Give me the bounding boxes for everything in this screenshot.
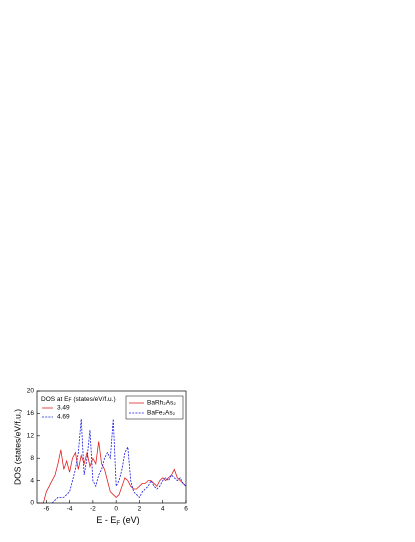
x-tick-label: 2 — [138, 506, 142, 513]
inset-sub: F — [68, 398, 71, 404]
series-line — [40, 441, 187, 504]
x-tick-label: -4 — [67, 506, 73, 513]
inset-title: DOS at EF (states/eV/f.u.) — [41, 396, 116, 404]
y-tick-label: 20 — [27, 388, 35, 395]
inset-value: 3.49 — [57, 405, 70, 412]
y-tick-label: 12 — [27, 433, 35, 440]
y-tick-label: 4 — [30, 477, 34, 484]
x-tick-label: 0 — [114, 506, 118, 513]
x-tick-label: 6 — [184, 506, 188, 513]
x-axis-label: E - EF (eV) — [96, 515, 139, 526]
y-tick-label: 0 — [30, 500, 34, 507]
x-tick-label: -2 — [90, 506, 96, 513]
x-tick-label: -6 — [43, 506, 49, 513]
plot-frame — [36, 390, 187, 504]
y-tick-label: 16 — [27, 410, 35, 417]
inset-value: 4.69 — [57, 414, 70, 421]
inset-part: (states/eV/f.u.) — [72, 396, 116, 403]
inset-part: DOS at E — [41, 396, 69, 403]
x-tick-label: 4 — [161, 506, 165, 513]
legend-label: BaRh₂As₂ — [147, 400, 176, 407]
y-tick-label: 8 — [30, 455, 34, 462]
x-label-part: E - E — [96, 515, 116, 525]
x-label-part: (eV) — [120, 515, 140, 525]
x-label-sub: F — [116, 521, 120, 527]
y-axis-label: DOS (states/eV/f.u.) — [12, 409, 22, 485]
legend-label: BaFe₂As₂ — [147, 410, 176, 417]
